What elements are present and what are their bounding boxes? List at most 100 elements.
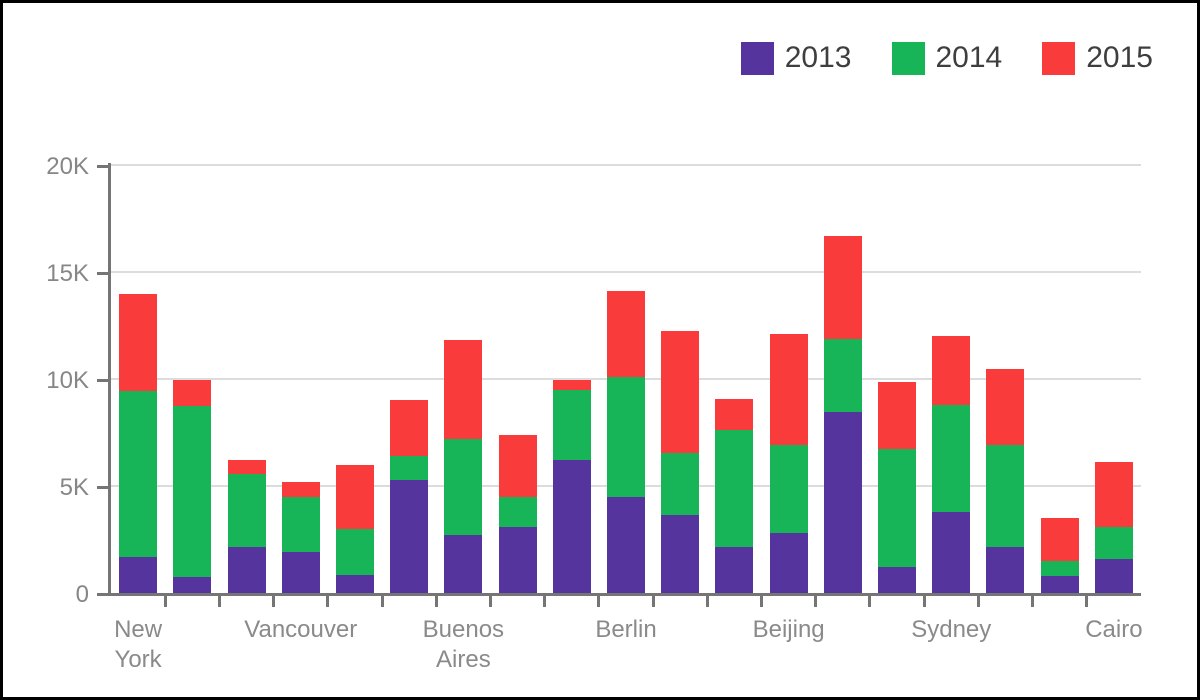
bar-segment-2014 [119, 390, 158, 557]
bar-segment-2015 [227, 460, 266, 475]
x-tick [272, 596, 276, 607]
bar-segment-2015 [1094, 462, 1133, 527]
bar-stack [715, 399, 754, 593]
x-tick [217, 596, 221, 607]
legend-swatch-2014-icon [891, 41, 925, 75]
bar-stack [444, 340, 483, 593]
bar-segment-2013 [552, 460, 591, 593]
bar-segment-2013 [281, 552, 320, 593]
bar-segment-2015 [119, 294, 158, 391]
legend: 2013 2014 2015 [740, 41, 1153, 75]
x-tick [976, 596, 980, 607]
legend-item-2015[interactable]: 2015 [1042, 41, 1153, 75]
x-tick [434, 596, 438, 607]
bar-segment-2013 [227, 546, 266, 593]
bar-segment-2014 [607, 376, 645, 497]
bar-stack [552, 380, 591, 593]
x-tick [868, 596, 872, 607]
bar-stack [335, 464, 374, 593]
x-tick [1085, 596, 1089, 607]
bar-stack [498, 434, 537, 593]
bar-segment-2015 [1040, 518, 1079, 561]
y-tick [97, 593, 108, 596]
bar-segment-2013 [1040, 575, 1079, 593]
bar-segment-2015 [607, 291, 645, 377]
bar-stack [661, 330, 700, 593]
x-tick [326, 596, 330, 607]
bar-segment-2013 [119, 556, 158, 593]
bar-segment-2014 [335, 528, 374, 575]
bar-stack [769, 334, 808, 593]
bar-segment-2014 [390, 456, 429, 480]
bar-segment-2015 [390, 400, 429, 457]
bar-stack [173, 380, 212, 593]
x-tick [760, 596, 764, 607]
bar-segment-2013 [607, 496, 645, 593]
bar-segment-2015 [715, 399, 754, 431]
x-tick [651, 596, 655, 607]
bar-segment-2015 [878, 382, 917, 449]
bar-segment-2015 [823, 235, 862, 340]
bar-stack [281, 481, 320, 593]
x-tick [705, 596, 709, 607]
bar-stack [227, 460, 266, 593]
x-tick [1031, 596, 1035, 607]
bar-stack [1040, 518, 1079, 593]
plot-area: 0 5K 10K 15K 20K New York Vancouver Buenos Aires B… [3, 3, 1197, 697]
x-axis-label: New York [114, 616, 163, 673]
bar-segment-2013 [769, 533, 808, 593]
bar-segment-2013 [335, 574, 374, 593]
bar-segment-2015 [498, 434, 537, 497]
bar-segment-2015 [335, 464, 374, 529]
bar-stack [878, 382, 917, 593]
gridline [111, 164, 1141, 166]
bar-segment-2015 [769, 334, 808, 446]
x-axis-label: Buenos Aires [422, 616, 505, 673]
y-tick-label: 20K [46, 153, 89, 180]
legend-label-2015: 2015 [1086, 41, 1153, 74]
legend-swatch-2015-icon [1042, 41, 1076, 75]
y-tick [97, 165, 108, 168]
bar-segment-2013 [173, 576, 212, 593]
x-axis-line [108, 593, 1141, 596]
bar-stack [823, 235, 862, 593]
bar-segment-2013 [823, 412, 862, 593]
bar-segment-2014 [1040, 560, 1079, 576]
legend-item-2014[interactable]: 2014 [891, 41, 1002, 75]
bar-segment-2014 [281, 496, 320, 553]
y-tick [97, 379, 108, 382]
legend-item-2013[interactable]: 2013 [740, 41, 852, 75]
y-tick-label: 0 [75, 581, 89, 608]
bar-segment-2015 [932, 336, 971, 405]
x-axis-label: Cairo [1085, 616, 1143, 643]
bar-segment-2013 [715, 546, 754, 593]
bar-segment-2013 [932, 511, 971, 593]
bar-segment-2015 [444, 340, 483, 439]
bar-segment-2014 [932, 404, 971, 512]
bar-segment-2015 [661, 330, 700, 453]
bar-segment-2014 [173, 405, 212, 577]
x-tick [543, 596, 547, 607]
x-tick [814, 596, 818, 607]
bar-stack [119, 294, 158, 593]
y-tick-label: 10K [46, 367, 89, 394]
bar-segment-2013 [1094, 558, 1133, 593]
bar-segment-2013 [986, 546, 1025, 593]
x-axis-label: Vancouver [244, 616, 358, 643]
y-tick [97, 486, 108, 489]
y-tick [97, 272, 108, 275]
x-tick [163, 596, 167, 607]
bar-segment-2014 [227, 474, 266, 547]
bar-segment-2013 [661, 514, 700, 593]
bar-stack [607, 291, 645, 593]
bar-segment-2014 [715, 430, 754, 547]
bar-segment-2014 [552, 389, 591, 461]
gridline [111, 271, 1141, 273]
bar-segment-2014 [444, 438, 483, 536]
bar-segment-2015 [173, 380, 212, 406]
x-tick [922, 596, 926, 607]
bar-segment-2014 [823, 339, 862, 413]
y-tick-label: 5K [59, 474, 89, 501]
bar-segment-2015 [552, 380, 591, 390]
